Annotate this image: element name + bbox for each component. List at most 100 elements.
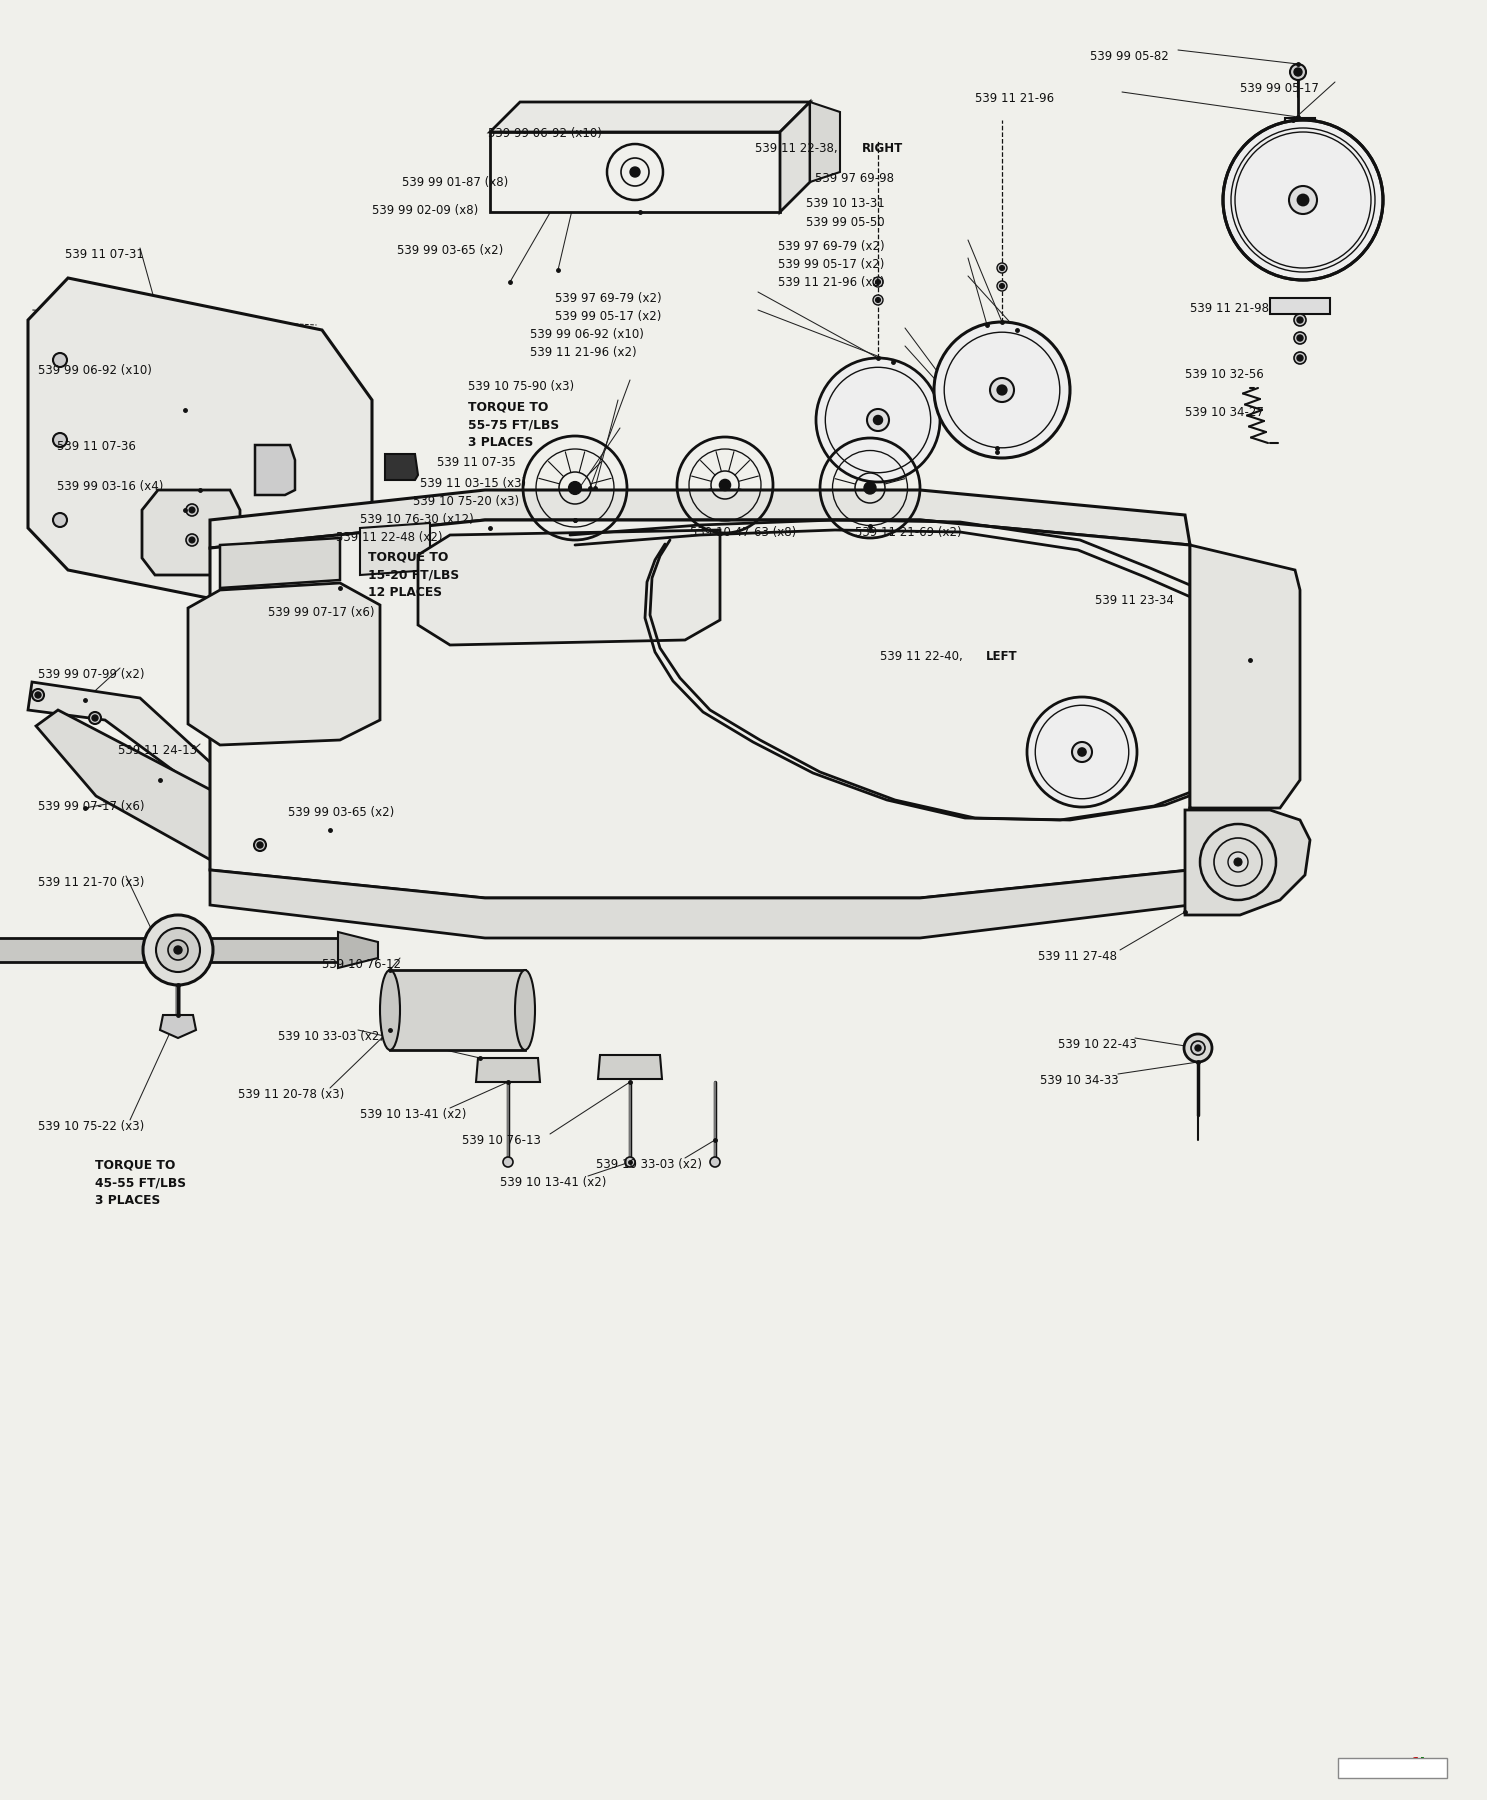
Circle shape bbox=[934, 322, 1071, 457]
Circle shape bbox=[990, 378, 1014, 401]
Circle shape bbox=[873, 416, 882, 425]
Polygon shape bbox=[254, 445, 294, 495]
Text: TORQUE TO: TORQUE TO bbox=[468, 400, 549, 412]
Circle shape bbox=[503, 1157, 513, 1166]
Text: 539 99 03-16 (x4): 539 99 03-16 (x4) bbox=[57, 481, 164, 493]
Circle shape bbox=[36, 691, 42, 698]
Circle shape bbox=[1297, 355, 1303, 362]
Polygon shape bbox=[28, 277, 372, 617]
Text: 539 11 21-70 (x3): 539 11 21-70 (x3) bbox=[39, 877, 144, 889]
Text: 539 10 34-33: 539 10 34-33 bbox=[1039, 1075, 1118, 1087]
Circle shape bbox=[1297, 335, 1303, 340]
Circle shape bbox=[709, 1157, 720, 1166]
Circle shape bbox=[1297, 317, 1303, 322]
Text: 3 PLACES: 3 PLACES bbox=[468, 436, 534, 448]
Polygon shape bbox=[210, 490, 1190, 547]
Text: 539 10 75-90 (x3): 539 10 75-90 (x3) bbox=[468, 380, 574, 392]
Polygon shape bbox=[491, 131, 781, 212]
Polygon shape bbox=[598, 1055, 662, 1078]
Text: 539 11 20-78 (x3): 539 11 20-78 (x3) bbox=[238, 1087, 345, 1102]
Circle shape bbox=[1289, 185, 1317, 214]
Text: RIGHT: RIGHT bbox=[862, 142, 903, 155]
Circle shape bbox=[816, 358, 940, 482]
Circle shape bbox=[876, 297, 880, 302]
Text: 539 97 69-98: 539 97 69-98 bbox=[815, 173, 894, 185]
Polygon shape bbox=[1185, 810, 1310, 914]
Text: 539 10 76-30 (x12): 539 10 76-30 (x12) bbox=[360, 513, 474, 526]
Text: 539 99 06-92 (x10): 539 99 06-92 (x10) bbox=[488, 128, 602, 140]
Polygon shape bbox=[385, 454, 418, 481]
Text: 539 11 21-96: 539 11 21-96 bbox=[975, 92, 1054, 104]
Text: 539 11 21-96 (x2): 539 11 21-96 (x2) bbox=[778, 275, 885, 290]
Circle shape bbox=[1297, 194, 1309, 205]
Circle shape bbox=[1028, 697, 1138, 806]
Circle shape bbox=[876, 279, 880, 284]
Circle shape bbox=[189, 536, 195, 544]
Text: 539 99 06-92 (x10): 539 99 06-92 (x10) bbox=[529, 328, 644, 340]
Text: 539 99 03-65 (x2): 539 99 03-65 (x2) bbox=[288, 806, 394, 819]
Text: motoruf: motoruf bbox=[1343, 1757, 1419, 1775]
Circle shape bbox=[89, 713, 101, 724]
Circle shape bbox=[54, 434, 67, 446]
Polygon shape bbox=[1190, 545, 1300, 869]
Text: 539 10 33-03 (x2): 539 10 33-03 (x2) bbox=[596, 1157, 702, 1172]
Circle shape bbox=[54, 513, 67, 527]
Text: 539 11 03-15 (x3): 539 11 03-15 (x3) bbox=[419, 477, 526, 490]
Text: 539 99 03-65 (x2): 539 99 03-65 (x2) bbox=[397, 245, 503, 257]
Polygon shape bbox=[161, 1015, 196, 1039]
Circle shape bbox=[1191, 1040, 1204, 1055]
Polygon shape bbox=[491, 103, 810, 131]
Polygon shape bbox=[390, 970, 525, 1049]
Text: 539 11 07-35: 539 11 07-35 bbox=[437, 455, 516, 470]
Circle shape bbox=[1294, 353, 1306, 364]
Polygon shape bbox=[338, 932, 378, 968]
Polygon shape bbox=[476, 1058, 540, 1082]
Circle shape bbox=[625, 1157, 635, 1166]
Text: 45-55 FT/LBS: 45-55 FT/LBS bbox=[95, 1175, 186, 1190]
Text: 539 11 24-13: 539 11 24-13 bbox=[117, 743, 196, 758]
Text: 539 11 27-48: 539 11 27-48 bbox=[1038, 950, 1117, 963]
Polygon shape bbox=[210, 869, 1190, 938]
Polygon shape bbox=[36, 709, 290, 893]
Polygon shape bbox=[810, 103, 840, 182]
Text: 539 11 23-34: 539 11 23-34 bbox=[1094, 594, 1173, 607]
Text: LEFT: LEFT bbox=[986, 650, 1017, 662]
Text: 539 11 07-31: 539 11 07-31 bbox=[65, 248, 144, 261]
Text: 539 99 02-09 (x8): 539 99 02-09 (x8) bbox=[372, 203, 479, 218]
Circle shape bbox=[720, 479, 730, 491]
Text: 12 PLACES: 12 PLACES bbox=[367, 587, 442, 599]
Circle shape bbox=[186, 535, 198, 545]
Circle shape bbox=[568, 482, 581, 495]
Circle shape bbox=[174, 947, 181, 954]
Circle shape bbox=[92, 715, 98, 722]
Circle shape bbox=[186, 504, 198, 517]
Circle shape bbox=[996, 281, 1007, 292]
Circle shape bbox=[999, 265, 1005, 270]
Polygon shape bbox=[1270, 299, 1329, 313]
Circle shape bbox=[168, 940, 187, 959]
Circle shape bbox=[1294, 68, 1303, 76]
Ellipse shape bbox=[381, 970, 400, 1049]
Circle shape bbox=[189, 508, 195, 513]
Polygon shape bbox=[220, 538, 341, 589]
Text: 539 10 76-12: 539 10 76-12 bbox=[323, 958, 401, 970]
Circle shape bbox=[873, 277, 883, 286]
Circle shape bbox=[873, 295, 883, 304]
Text: 539 99 07-17 (x6): 539 99 07-17 (x6) bbox=[39, 799, 144, 814]
Circle shape bbox=[1291, 65, 1306, 79]
Text: 539 97 69-79 (x2): 539 97 69-79 (x2) bbox=[555, 292, 662, 304]
Circle shape bbox=[143, 914, 213, 985]
Text: 539 99 07-17 (x6): 539 99 07-17 (x6) bbox=[268, 607, 375, 619]
Text: 539 10 47-63 (x8): 539 10 47-63 (x8) bbox=[690, 526, 796, 538]
Circle shape bbox=[33, 689, 45, 700]
Polygon shape bbox=[28, 682, 235, 805]
Polygon shape bbox=[0, 938, 338, 961]
Text: 539 10 13-41 (x2): 539 10 13-41 (x2) bbox=[500, 1175, 607, 1190]
Text: 539 99 07-99 (x2): 539 99 07-99 (x2) bbox=[39, 668, 144, 680]
Text: TORQUE TO: TORQUE TO bbox=[95, 1157, 175, 1172]
Text: 539 11 21-96 (x2): 539 11 21-96 (x2) bbox=[529, 346, 636, 358]
Circle shape bbox=[254, 839, 266, 851]
Text: 3 PLACES: 3 PLACES bbox=[95, 1193, 161, 1208]
Polygon shape bbox=[781, 103, 810, 212]
Circle shape bbox=[1294, 313, 1306, 326]
